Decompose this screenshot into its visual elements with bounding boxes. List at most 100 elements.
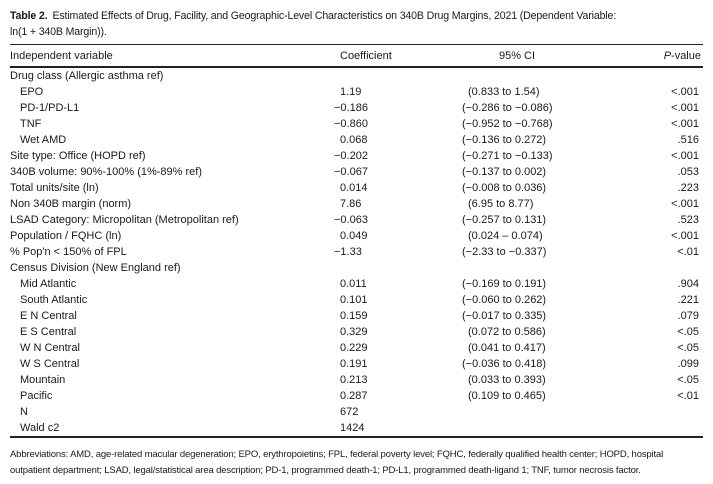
coefficient-cell: 0.287 [340,390,368,402]
ci-cell: (0.033 to 0.393) [468,374,546,386]
coefficient-cell: 0.049 [340,230,368,242]
variable-cell: Mid Atlantic [20,278,77,290]
pvalue-cell: .523 [677,214,699,226]
ci-cell [437,260,597,276]
pvalue-cell: .223 [677,182,699,194]
ci-cell: (0.833 to 1.54) [468,86,540,98]
ci-cell [437,420,597,436]
ci-cell: (−0.017 to 0.335) [462,310,547,322]
table-row: Wald c2 1424 [10,420,703,436]
table-row: Site type: Office (HOPD ref) −0.202 (−0.27… [10,148,703,164]
table-body: Drug class (Allergic asthma ref) EPO 1.19… [10,68,703,438]
variable-cell: LSAD Category: Micropolitan (Metropolita… [10,214,239,226]
table-header-row: Independent variable Coefficient 95% CI … [10,45,703,68]
variable-cell: Population / FQHC (ln) [10,230,122,242]
pvalue-cell [597,260,703,276]
table-row: TNF −0.860 (−0.952 to −0.768) <.001 [10,116,703,132]
pvalue-cell [597,404,703,420]
table-row: Mountain 0.213 (0.033 to 0.393) <.05 [10,372,703,388]
header-pvalue-p: P [663,49,672,62]
variable-cell: Wald c2 [20,422,60,434]
ci-cell: (6.95 to 8.77) [468,198,534,210]
ci-cell: (0.109 to 0.465) [468,390,546,402]
header-95ci: 95% CI [498,49,536,62]
coefficient-cell [337,68,437,84]
table-row: W S Central 0.191 (−0.036 to 0.418) .099 [10,356,703,372]
ci-cell: (−0.257 to 0.131) [462,214,547,226]
header-coefficient: Coefficient [340,49,392,62]
pvalue-cell: <.05 [677,326,699,338]
coefficient-cell: 672 [340,406,359,418]
table-row: Non 340B margin (norm) 7.86 (6.95 to 8.77)… [10,196,703,212]
coefficient-cell: 1.19 [340,86,362,98]
coefficient-cell: 1424 [340,422,365,434]
table-row: Mid Atlantic 0.011 (−0.169 to 0.191) .904 [10,276,703,292]
table-row: % Pop'n < 150% of FPL −1.33 (−2.33 to −0.3… [10,244,703,260]
pvalue-cell: .221 [677,294,699,306]
ci-cell [437,404,597,420]
variable-cell: Drug class (Allergic asthma ref) [10,70,164,82]
ci-cell: (0.041 to 0.417) [468,342,546,354]
variable-cell: Total units/site (ln) [10,182,99,194]
ci-cell [437,68,597,84]
table-row: LSAD Category: Micropolitan (Metropolita… [10,212,703,228]
header-independent-variable: Independent variable [10,49,113,62]
pvalue-cell: <.001 [671,102,699,114]
table-title-text: Estimated Effects of Drug, Facility, and… [52,10,617,22]
coefficient-cell: 0.011 [340,278,367,290]
table-row: E S Central 0.329 (0.072 to 0.586) <.05 [10,324,703,340]
variable-cell: W S Central [20,358,80,370]
table-row: PD-1/PD-L1 −0.186 (−0.286 to −0.086) <.001 [10,100,703,116]
table-row: W N Central 0.229 (0.041 to 0.417) <.05 [10,340,703,356]
coefficient-cell: 7.86 [340,198,362,210]
coefficient-cell: −0.063 [334,214,368,226]
variable-cell: South Atlantic [20,294,88,306]
table-caption-line2: ln(1 + 340B Margin)). [10,26,107,38]
variable-cell: E S Central [20,326,77,338]
coefficient-cell: −1.33 [334,246,362,258]
table-row: South Atlantic 0.101 (−0.060 to 0.262) .221 [10,292,703,308]
table-row: E N Central 0.159 (−0.017 to 0.335) .079 [10,308,703,324]
variable-cell: % Pop'n < 150% of FPL [10,246,127,258]
coefficient-cell: 0.229 [340,342,368,354]
pvalue-cell [597,420,703,436]
pvalue-cell: .099 [677,358,699,370]
coefficient-cell [337,260,437,276]
pvalue-cell: .904 [677,278,699,290]
coefficient-cell: −0.186 [334,102,368,114]
variable-cell: Pacific [20,390,53,402]
ci-cell: (−0.036 to 0.418) [462,358,547,370]
ci-cell: (−0.136 to 0.272) [462,134,547,146]
pvalue-cell: <.001 [671,230,699,242]
coefficient-cell: 0.101 [340,294,368,306]
table-row: 340B volume: 90%-100% (1%-89% ref) −0.067… [10,164,703,180]
coefficient-cell: −0.860 [334,118,368,130]
ci-cell: (−0.137 to 0.002) [462,166,547,178]
variable-cell: N [20,406,28,418]
variable-cell: W N Central [20,342,80,354]
pvalue-cell: .053 [677,166,699,178]
results-table: Independent variable Coefficient 95% CI … [10,44,703,438]
variable-cell: TNF [20,118,42,130]
table-caption-line1: Table 2. Estimated Effects of Drug, Facil… [10,8,703,24]
variable-cell: Mountain [20,374,66,386]
pvalue-cell: <.001 [671,198,699,210]
pvalue-cell: <.01 [677,390,699,402]
table-row: N 672 [10,404,703,420]
variable-cell: E N Central [20,310,77,322]
variable-cell: Wet AMD [20,134,67,146]
pvalue-cell: <.05 [677,342,699,354]
table-row: Drug class (Allergic asthma ref) [10,68,703,84]
table-row: Population / FQHC (ln) 0.049 (0.024 – 0.07… [10,228,703,244]
variable-cell: EPO [20,86,44,98]
variable-cell: Site type: Office (HOPD ref) [10,150,146,162]
header-pvalue: P-value [597,50,703,62]
pvalue-cell: .516 [677,134,699,146]
coefficient-cell: 0.159 [340,310,368,322]
table-row: Pacific 0.287 (0.109 to 0.465) <.01 [10,388,703,404]
pvalue-cell: <.001 [671,118,699,130]
variable-cell: Census Division (New England ref) [10,262,181,274]
coefficient-cell: 0.014 [340,182,368,194]
table-row: EPO 1.19 (0.833 to 1.54) <.001 [10,84,703,100]
